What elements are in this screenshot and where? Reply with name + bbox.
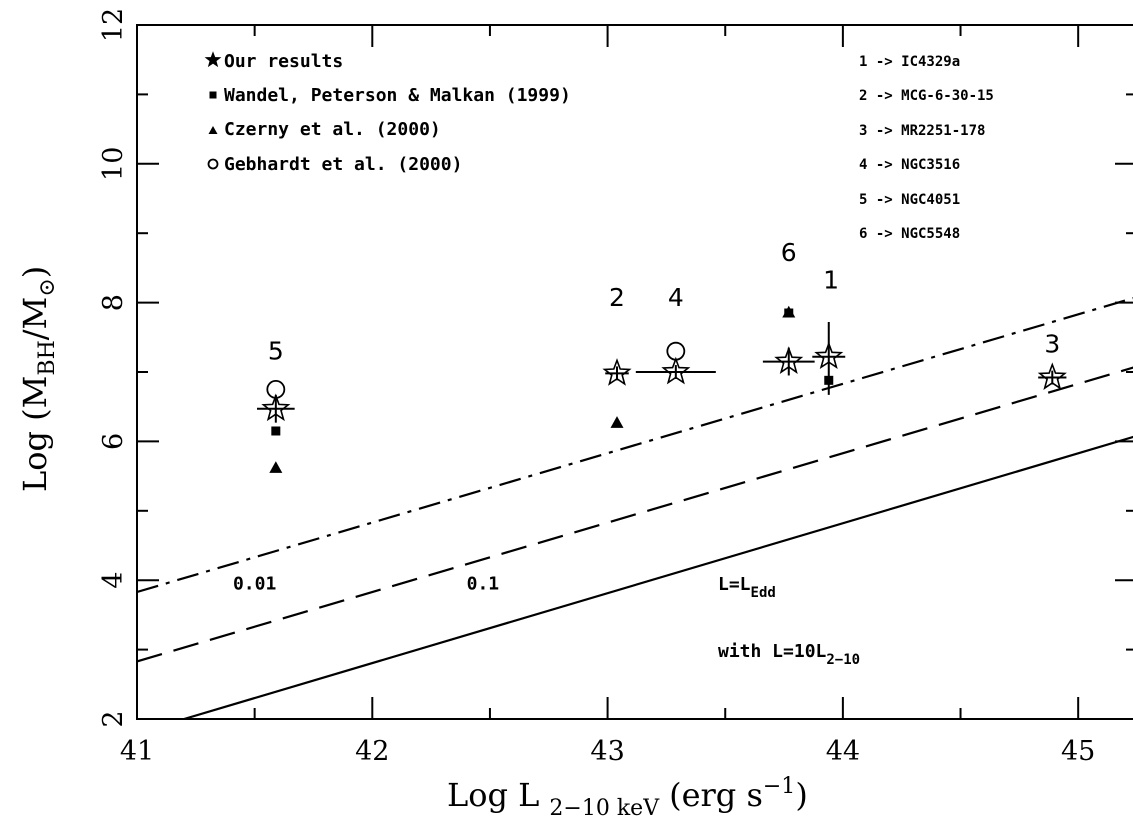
object-label: 2 bbox=[609, 283, 625, 312]
x-axis-label: Log L 2−10 keV (erg s−1) bbox=[447, 774, 808, 819]
x-axis-label-sup: −1 bbox=[763, 774, 795, 799]
object-label: 6 bbox=[781, 238, 797, 267]
legend-markers bbox=[204, 51, 222, 170]
star-marker bbox=[814, 341, 844, 370]
data-markers bbox=[257, 305, 1067, 473]
star-marker bbox=[774, 346, 804, 374]
y-tick-label: 4 bbox=[98, 572, 129, 589]
eddington-line-dashdot bbox=[137, 297, 1133, 594]
object-labels: 1 2 3 4 5 6 bbox=[268, 238, 1060, 366]
x-axis-label-close: ) bbox=[795, 776, 807, 814]
legend-circle-icon bbox=[207, 158, 219, 170]
eddington-annotation-main: L=L bbox=[718, 574, 751, 595]
y-axis-label-mid: /M bbox=[16, 297, 54, 341]
y-tick-label: 2 bbox=[98, 710, 129, 727]
key-entry-5: 5 -> NGC4051 bbox=[859, 192, 960, 208]
key-entry-6: 6 -> NGC5548 bbox=[859, 226, 960, 242]
luminosity-annotation-main: with L=10L bbox=[718, 641, 827, 662]
eddington-line-dash bbox=[137, 366, 1133, 663]
triangle-marker bbox=[610, 416, 624, 428]
legend-label-our-results: Our results bbox=[224, 51, 343, 72]
object-key: 1 -> IC4329a 2 -> MCG-6-30-15 3 -> MR225… bbox=[859, 54, 994, 242]
legend-label-wandel: Wandel, Peterson & Malkan (1999) bbox=[224, 85, 571, 106]
key-entry-2: 2 -> MCG-6-30-15 bbox=[859, 88, 994, 104]
key-entry-4: 4 -> NGC3516 bbox=[859, 157, 960, 173]
eddington-line-solid bbox=[183, 435, 1133, 719]
y-tick-label: 8 bbox=[98, 294, 129, 311]
x-axis-label-sub: 2−10 keV bbox=[549, 796, 660, 819]
object-label: 5 bbox=[268, 337, 284, 366]
object-label: 1 bbox=[823, 266, 839, 295]
square-marker bbox=[271, 426, 281, 436]
y-axis-label-close: ) bbox=[16, 266, 54, 278]
y-axis-label-main: Log (M bbox=[16, 376, 54, 492]
legend-star-icon bbox=[204, 51, 222, 68]
key-entry-3: 3 -> MR2251-178 bbox=[859, 123, 985, 139]
y-axis-label-sub2: ⊙ bbox=[35, 278, 60, 296]
legend-label-czerny: Czerny et al. (2000) bbox=[224, 119, 441, 140]
legend-square-icon bbox=[209, 91, 217, 99]
x-axis-label-unit: (erg s bbox=[669, 776, 763, 814]
legend: Our results Wandel, Peterson & Malkan (1… bbox=[204, 51, 571, 175]
star-marker bbox=[661, 356, 691, 385]
circle-marker bbox=[666, 341, 686, 361]
line-labels: 0.01 0.1 bbox=[233, 574, 499, 595]
eddington-lines bbox=[137, 297, 1133, 719]
y-axis-label-sub1: BH bbox=[35, 340, 60, 375]
line-ratio-label: 0.1 bbox=[467, 574, 500, 595]
y-axis-label: Log (MBH/M⊙) bbox=[16, 266, 60, 492]
y-tick-label: 6 bbox=[98, 433, 129, 450]
object-label: 4 bbox=[668, 283, 684, 312]
triangle-marker bbox=[782, 305, 796, 318]
luminosity-annotation: with L=10L2−10 bbox=[718, 641, 860, 668]
object-label: 3 bbox=[1044, 330, 1060, 359]
eddington-annotation-sub: Edd bbox=[751, 585, 776, 601]
eddington-annotation: L=LEdd bbox=[718, 574, 776, 601]
x-axis-label-main: Log L bbox=[447, 776, 539, 814]
x-tick-label: 45 bbox=[1061, 736, 1095, 767]
circle-marker bbox=[266, 379, 286, 399]
square-marker bbox=[824, 375, 834, 385]
star-marker bbox=[1037, 362, 1067, 390]
line-ratio-label: 0.01 bbox=[233, 574, 276, 595]
x-tick-label: 41 bbox=[120, 736, 154, 767]
key-entry-1: 1 -> IC4329a bbox=[859, 54, 960, 70]
triangle-marker bbox=[269, 461, 283, 473]
x-tick-label: 43 bbox=[590, 736, 624, 767]
y-tick-label: 12 bbox=[98, 8, 129, 42]
x-tick-label: 42 bbox=[355, 736, 389, 767]
legend-label-gebhardt: Gebhardt et al. (2000) bbox=[224, 154, 462, 175]
star-marker bbox=[261, 393, 291, 422]
legend-triangle-icon bbox=[208, 125, 218, 135]
y-tick-label: 10 bbox=[98, 147, 129, 181]
x-tick-label: 44 bbox=[826, 736, 860, 767]
star-marker bbox=[602, 358, 632, 386]
luminosity-annotation-sub: 2−10 bbox=[826, 652, 860, 668]
